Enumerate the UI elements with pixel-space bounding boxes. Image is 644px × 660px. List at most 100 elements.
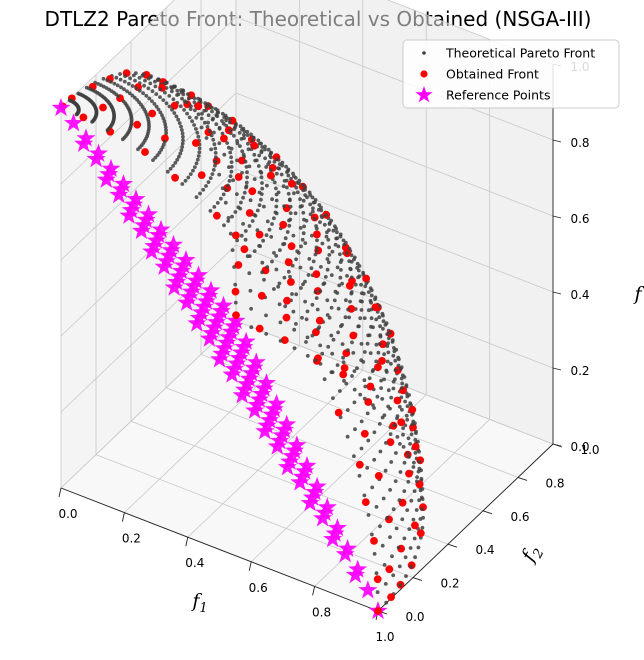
reference-point [214, 295, 233, 314]
theoretical-point [260, 181, 264, 185]
theoretical-point [245, 175, 250, 180]
theoretical-point [143, 78, 147, 83]
theoretical-point [369, 307, 374, 312]
theoretical-point [336, 306, 341, 311]
theoretical-point [175, 93, 180, 97]
theoretical-point [340, 342, 345, 346]
theoretical-point [105, 128, 110, 133]
reference-point [212, 344, 232, 363]
theoretical-point [270, 259, 274, 264]
obtained-point [385, 565, 394, 574]
theoretical-point [246, 147, 251, 152]
theoretical-point [362, 493, 367, 498]
z-tick-label: 0.0 [570, 440, 589, 454]
theoretical-point [273, 210, 278, 215]
theoretical-point [189, 104, 193, 109]
theoretical-point [385, 332, 390, 336]
y-axis-label: f2 [516, 541, 547, 569]
reference-point [217, 333, 237, 352]
z-tick-label: 0.8 [570, 136, 589, 150]
reference-point [247, 395, 267, 414]
theoretical-point [265, 265, 270, 269]
theoretical-point [275, 157, 279, 162]
theoretical-point [226, 219, 231, 223]
theoretical-point [345, 408, 350, 412]
theoretical-point [261, 238, 265, 243]
reference-point [210, 349, 229, 368]
theoretical-point [264, 332, 269, 336]
theoretical-point [274, 171, 279, 176]
reference-point [109, 185, 129, 204]
theoretical-point [120, 137, 125, 142]
theoretical-point [393, 479, 398, 483]
obtained-point [197, 171, 206, 180]
reference-point [323, 529, 343, 548]
theoretical-point [309, 266, 314, 271]
theoretical-point [285, 185, 289, 190]
obtained-point [232, 311, 240, 320]
theoretical-point [310, 302, 315, 307]
theoretical-point [213, 163, 217, 168]
theoretical-point [357, 473, 362, 478]
grid-line-z-back [235, 92, 554, 217]
theoretical-point [294, 292, 299, 297]
theoretical-point [338, 260, 343, 264]
theoretical-point [352, 400, 357, 405]
theoretical-point [412, 536, 417, 541]
theoretical-point [414, 431, 418, 435]
theoretical-point [282, 204, 286, 209]
theoretical-point [247, 271, 252, 276]
reference-point [252, 384, 272, 403]
theoretical-point [383, 582, 388, 586]
theoretical-point [181, 92, 186, 97]
reference-point [232, 385, 252, 404]
theoretical-point [406, 479, 411, 484]
theoretical-point [196, 134, 201, 139]
theoretical-point [161, 98, 166, 102]
theoretical-point [264, 165, 269, 169]
theoretical-point [175, 88, 180, 93]
theoretical-point [397, 564, 402, 569]
theoretical-point [362, 396, 367, 401]
theoretical-point [213, 151, 218, 155]
theoretical-point [276, 284, 281, 289]
theoretical-point [186, 92, 190, 96]
obtained-point [148, 109, 157, 118]
theoretical-point [112, 81, 117, 86]
theoretical-point [405, 417, 410, 422]
theoretical-point [241, 195, 246, 200]
theoretical-point [256, 164, 261, 168]
theoretical-point [371, 403, 375, 407]
theoretical-point [401, 432, 405, 437]
theoretical-point [384, 368, 389, 373]
theoretical-point [389, 395, 394, 400]
theoretical-point [243, 229, 248, 233]
theoretical-point [392, 423, 397, 428]
reference-point [206, 312, 226, 331]
theoretical-point [277, 281, 282, 286]
theoretical-point [314, 245, 319, 250]
reference-point [256, 373, 276, 392]
theoretical-point [228, 231, 233, 236]
theoretical-point [252, 249, 257, 254]
theoretical-point [199, 125, 204, 130]
theoretical-point [163, 90, 167, 95]
theoretical-point [316, 207, 321, 212]
reference-point [86, 149, 106, 168]
theoretical-point [324, 234, 329, 239]
theoretical-point [179, 148, 184, 153]
theoretical-point [326, 237, 331, 242]
theoretical-point [222, 223, 226, 228]
theoretical-point [316, 327, 320, 331]
theoretical-point [322, 222, 327, 227]
reference-point [189, 308, 209, 327]
theoretical-point [243, 237, 248, 242]
theoretical-point [194, 195, 199, 200]
theoretical-point [362, 378, 367, 383]
theoretical-point [141, 91, 146, 96]
theoretical-point [208, 176, 213, 181]
theoretical-point [303, 299, 307, 304]
theoretical-point [383, 468, 388, 473]
theoretical-point [357, 274, 362, 279]
z-tick-mark [552, 443, 562, 447]
